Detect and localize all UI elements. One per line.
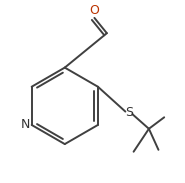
Text: O: O [90,4,99,17]
Text: S: S [125,106,133,119]
Text: N: N [21,118,30,131]
